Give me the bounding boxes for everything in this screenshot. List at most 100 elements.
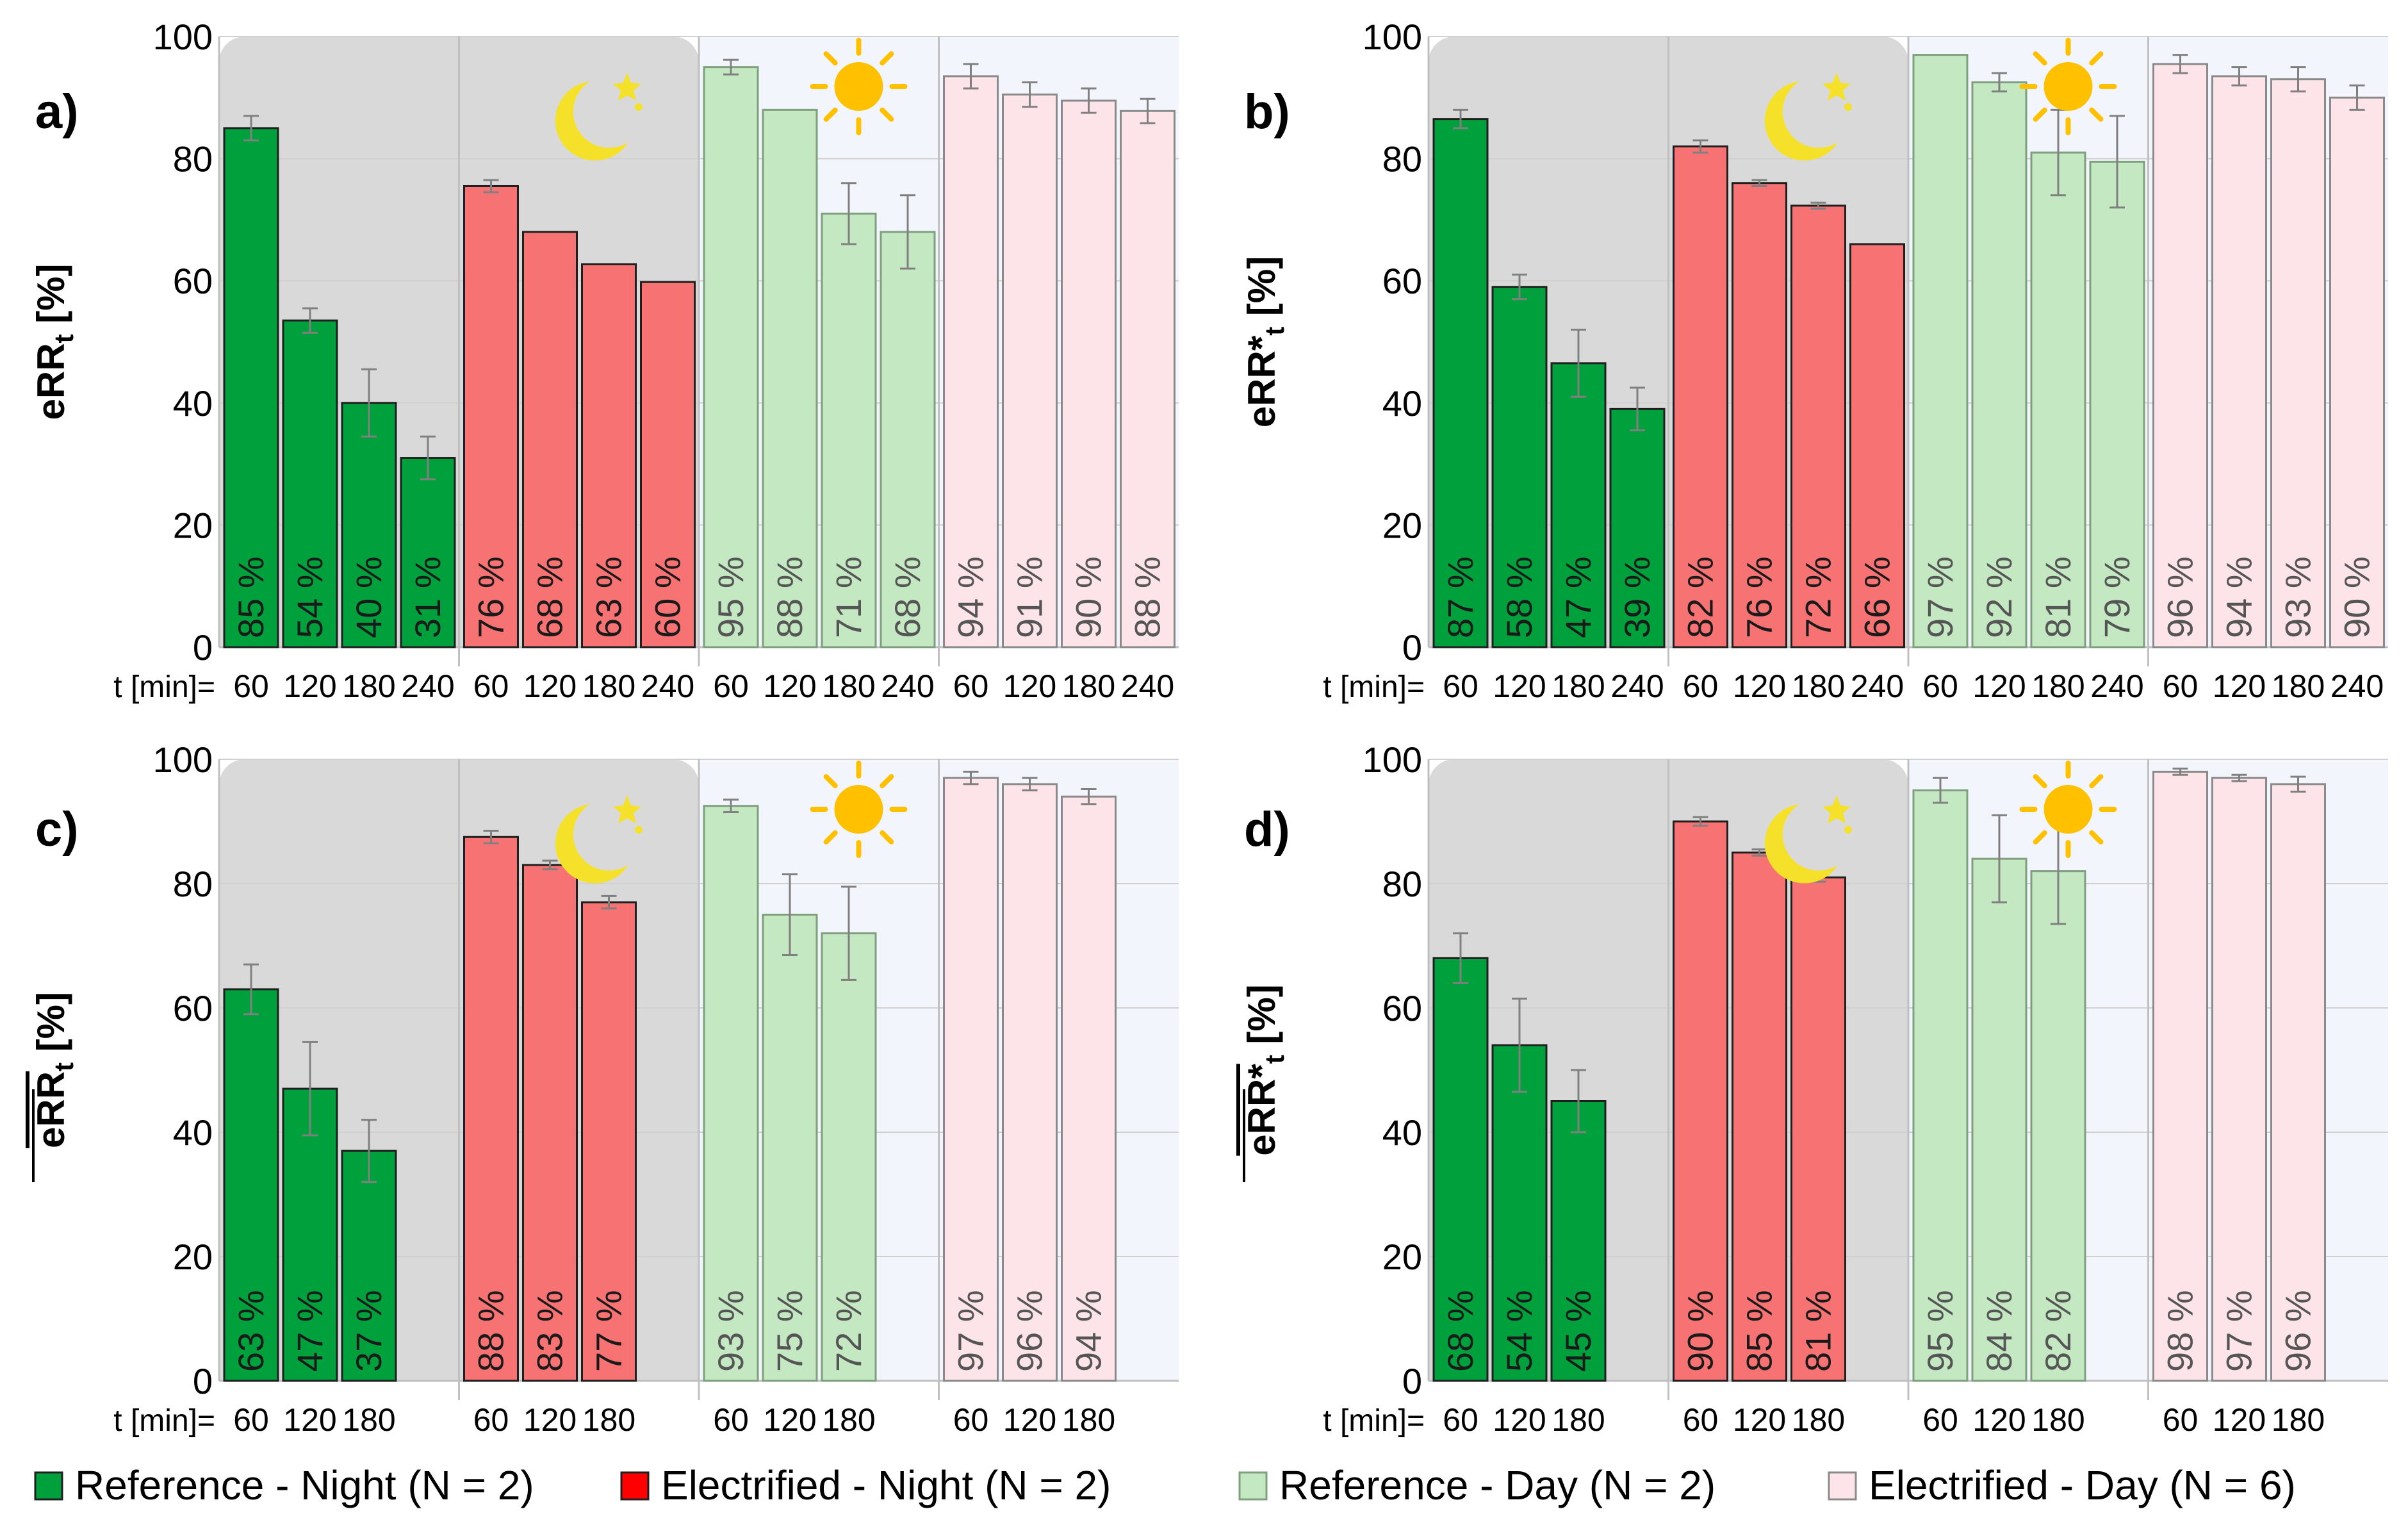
data-label: 96 % — [2278, 1290, 2318, 1372]
data-label: 76 % — [1739, 556, 1780, 638]
x-tick-label: 120 — [1972, 1402, 2026, 1438]
data-label: 96 % — [1010, 1290, 1050, 1372]
bar — [223, 988, 279, 1382]
moon-icon — [1764, 72, 1852, 161]
bar — [1432, 118, 1489, 648]
y-tick-label: 20 — [1382, 505, 1422, 545]
bar — [821, 212, 877, 648]
x-tick-label: 180 — [582, 668, 635, 704]
y-axis-label: eRR*t [%] — [1240, 256, 1290, 427]
x-tick-label: 60 — [1443, 1402, 1478, 1438]
legend-item: Reference - Night (N = 2) — [34, 1462, 534, 1508]
x-tick-label: 240 — [1610, 668, 1664, 704]
x-tick-label: 120 — [1493, 1402, 1546, 1438]
bar — [581, 901, 637, 1382]
y-tick-label: 0 — [1402, 1361, 1422, 1401]
data-label: 47 % — [1558, 556, 1598, 638]
data-label: 97 % — [951, 1290, 991, 1372]
bar — [1971, 857, 2027, 1382]
bar — [1790, 204, 1846, 648]
bar — [463, 836, 519, 1382]
data-label: 81 % — [1798, 1290, 1839, 1372]
x-tick-label: 180 — [1792, 668, 1845, 704]
bar — [581, 263, 637, 648]
y-tick-label: 40 — [1382, 383, 1422, 424]
bar — [1673, 145, 1728, 648]
data-label: 60 % — [648, 556, 688, 638]
x-tick-label: 120 — [1972, 668, 2026, 704]
y-tick-label: 80 — [1382, 864, 1422, 904]
legend-label: Reference - Day (N = 2) — [1279, 1462, 1716, 1508]
y-tick-label: 0 — [193, 627, 213, 668]
x-tick-label: 240 — [1851, 668, 1904, 704]
x-tick-label: 240 — [1121, 668, 1174, 704]
bar — [880, 231, 936, 648]
bar — [1120, 110, 1175, 648]
x-tick-label: 180 — [1062, 668, 1115, 704]
x-tick-label: 180 — [1062, 1402, 1115, 1438]
bar — [2030, 870, 2086, 1382]
bar — [703, 805, 759, 1382]
y-tick-label: 60 — [173, 261, 213, 301]
x-tick-label: 180 — [342, 1402, 395, 1438]
y-axis-label: eRR*t [%] — [1240, 984, 1290, 1155]
y-axis-label: eRRt [%] — [29, 263, 79, 420]
y-axis-label-main: eRR* — [1240, 335, 1283, 427]
bar — [762, 914, 818, 1382]
x-tick-label: 240 — [881, 668, 934, 704]
data-label: 82 % — [1680, 556, 1721, 638]
x-tick-label: 180 — [2272, 1402, 2325, 1438]
y-tick-label: 40 — [173, 1112, 213, 1153]
data-label: 31 % — [407, 556, 448, 638]
bar — [1491, 286, 1548, 648]
x-tick-label: 60 — [713, 1402, 749, 1438]
bar — [2152, 770, 2208, 1382]
y-tick-label: 80 — [173, 139, 213, 179]
x-tick-label: 180 — [1552, 1402, 1605, 1438]
bar — [2329, 96, 2385, 648]
legend-label: Reference - Night (N = 2) — [75, 1462, 534, 1508]
bar — [1912, 54, 1969, 648]
data-label: 84 % — [1979, 1290, 2019, 1372]
data-label: 75 % — [769, 1290, 810, 1372]
data-label: 91 % — [1010, 556, 1050, 638]
bar — [2152, 63, 2208, 648]
chart-panel-a: 0 20 40 60 80 100 85 % 60 54 % 120 40 % 180 31 % 240 7… — [29, 17, 1179, 704]
x-tick-label: 60 — [1683, 668, 1719, 704]
y-tick-label: 80 — [173, 864, 213, 904]
data-label: 85 % — [1739, 1290, 1780, 1372]
x-tick-label: 120 — [283, 668, 336, 704]
data-label: 83 % — [530, 1290, 570, 1372]
legend-item: Electrified - Day (N = 6) — [1828, 1462, 2296, 1508]
sun-icon — [2019, 761, 2117, 858]
data-label: 37 % — [348, 1290, 389, 1372]
bar — [762, 108, 818, 648]
bar — [1732, 182, 1787, 648]
bar — [1061, 99, 1117, 648]
legend-swatch — [1828, 1471, 1857, 1501]
x-tick-label: 120 — [523, 1402, 577, 1438]
legend-swatch — [1238, 1471, 1268, 1501]
y-tick-label: 100 — [153, 739, 213, 780]
bar — [943, 777, 999, 1382]
legend-label: Electrified - Day (N = 6) — [1869, 1462, 2296, 1508]
x-tick-label: 60 — [713, 668, 749, 704]
moon-icon — [555, 795, 643, 884]
data-label: 97 % — [2219, 1290, 2259, 1372]
y-axis-label-sub: t — [1259, 327, 1290, 336]
data-label: 58 % — [1499, 556, 1539, 638]
panel-label: d) — [1244, 802, 1290, 857]
y-tick-label: 20 — [1382, 1237, 1422, 1277]
data-label: 39 % — [1617, 556, 1657, 638]
data-label: 47 % — [290, 1290, 330, 1372]
x-tick-label: 120 — [763, 1402, 816, 1438]
legend-item: Reference - Day (N = 2) — [1238, 1462, 1716, 1508]
x-tick-label: 240 — [401, 668, 454, 704]
x-prefix-label: t [min]= — [113, 670, 215, 704]
data-label: 90 % — [1069, 556, 1109, 638]
data-label: 98 % — [2160, 1290, 2200, 1372]
data-label: 79 % — [2097, 556, 2137, 638]
bar — [703, 66, 759, 648]
y-axis-label-sub: t — [49, 334, 79, 343]
